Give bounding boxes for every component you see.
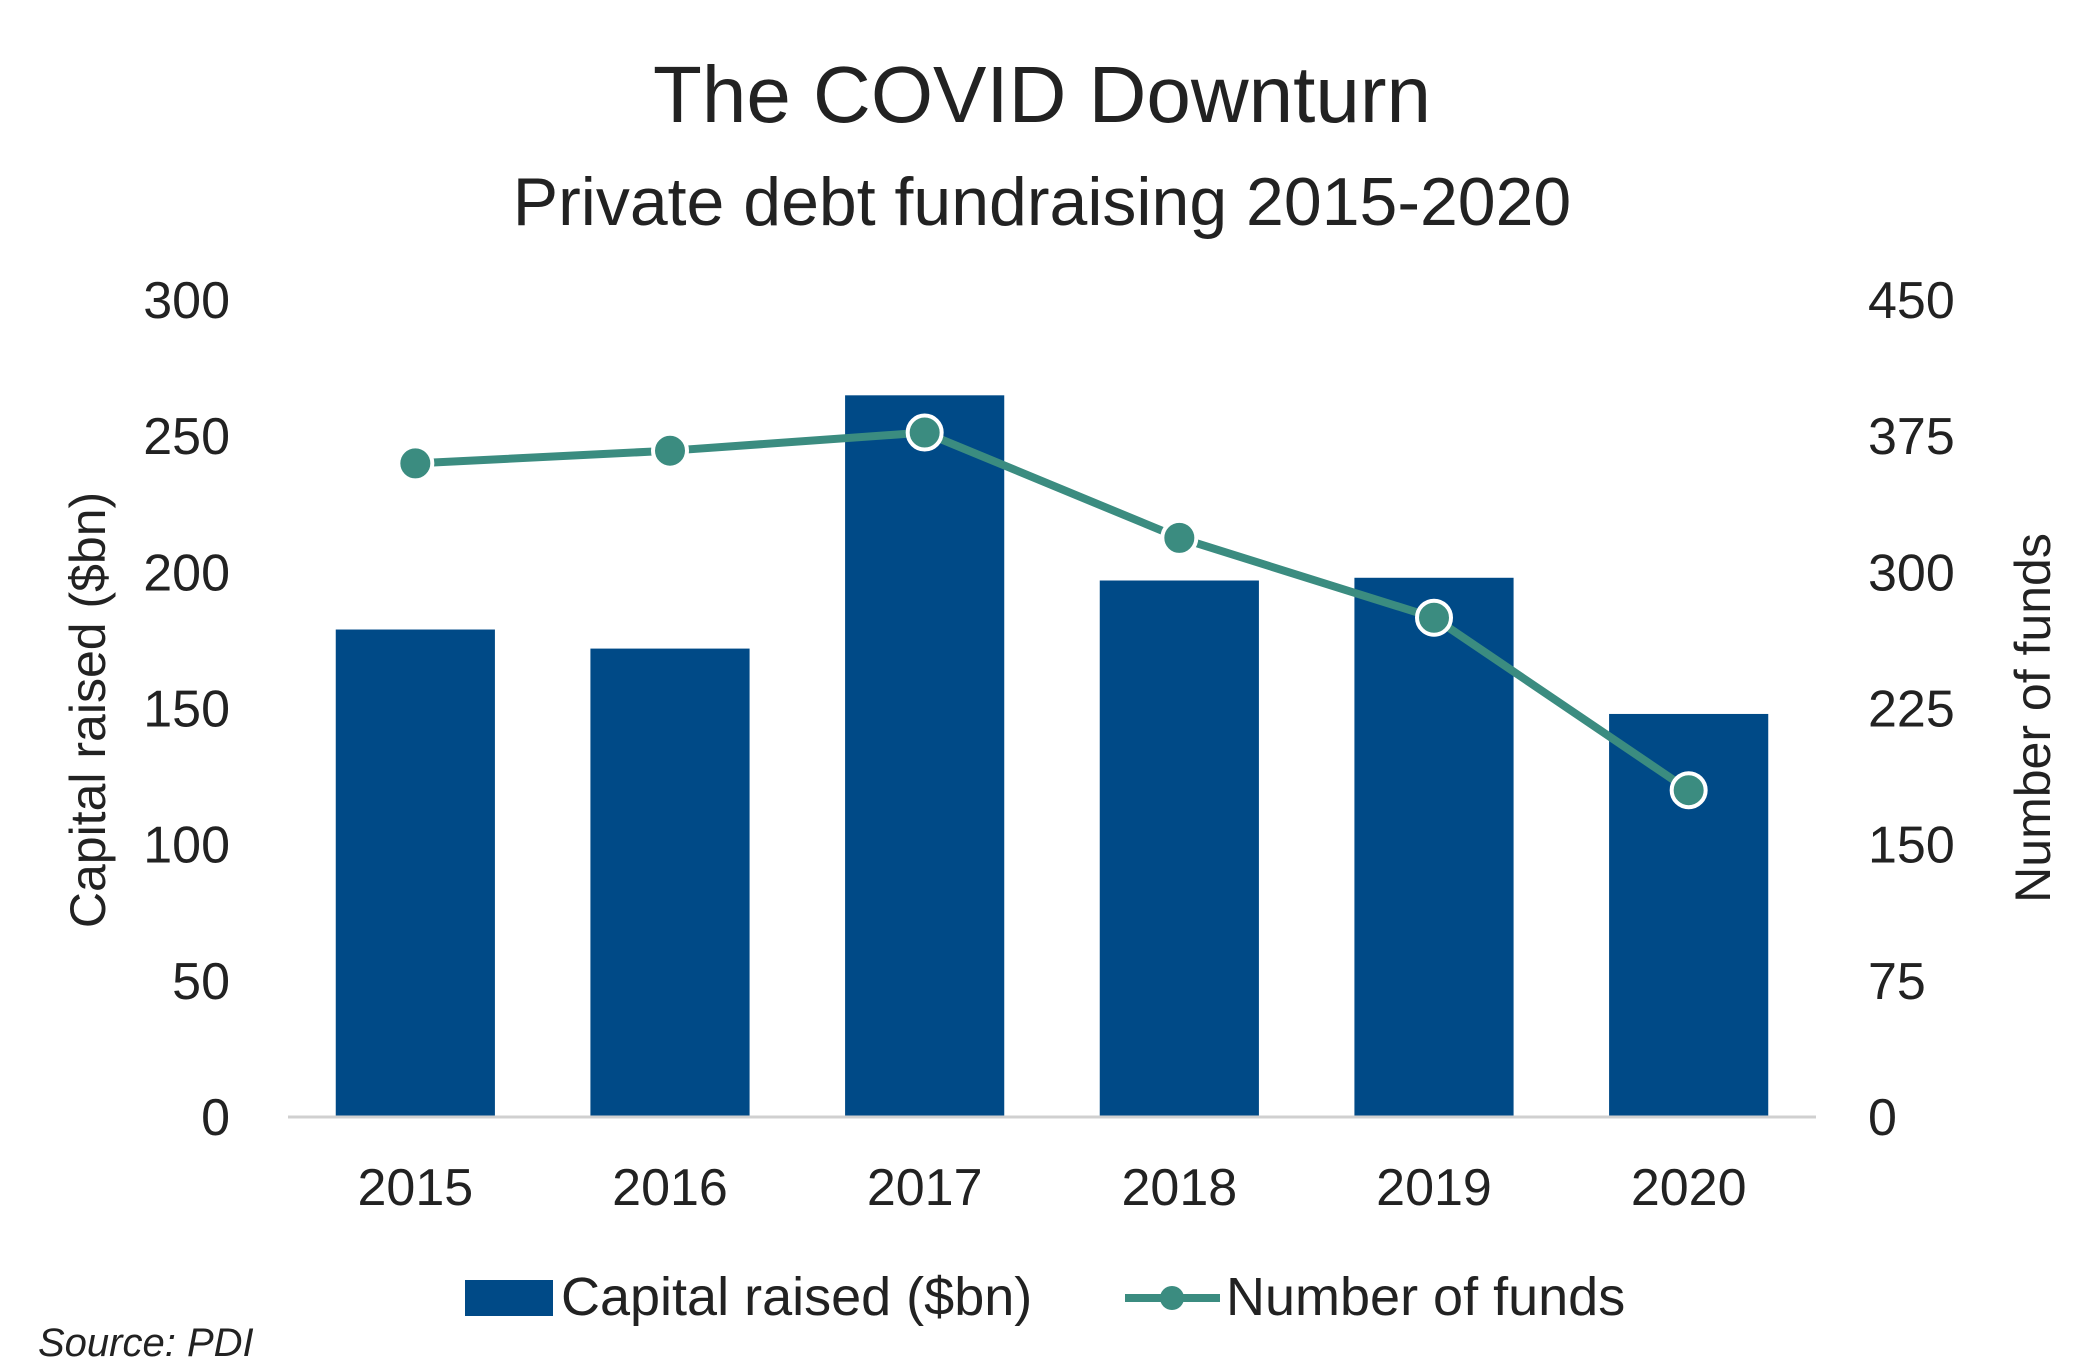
legend-line-label: Number of funds [1226,1267,1625,1327]
left-axis-title: Capital raised ($bn) [60,492,116,928]
funds-point-2020 [1669,771,1708,810]
bar-2016 [590,648,750,1117]
right-tick-label: 225 [1868,681,1955,739]
bar-2015 [335,629,495,1117]
x-tick-label: 2017 [867,1159,983,1217]
funds-line [415,428,1691,794]
right-tick-label: 450 [1868,272,1955,330]
left-tick-label: 100 [143,817,230,875]
funds-point-2016 [651,431,689,470]
funds-point-2019 [1415,598,1453,637]
x-axis-ticks: 2015 2016 2017 2018 2019 2020 [357,1159,1746,1217]
bar-2017 [845,395,1005,1118]
left-axis-ticks: 0 50 100 150 200 250 300 [143,272,230,1147]
legend-bar-swatch [465,1280,553,1316]
legend-bar-label: Capital raised ($bn) [561,1267,1032,1327]
bar-series [335,395,1769,1118]
line-series [396,413,1708,810]
funds-point-2017 [905,413,944,452]
x-tick-label: 2015 [357,1159,473,1217]
left-tick-label: 50 [172,953,230,1011]
source-note: Source: PDI [38,1321,254,1365]
left-tick-label: 150 [143,681,230,739]
chart-title: The COVID Downturn [653,50,1431,139]
x-tick-label: 2018 [1121,1159,1237,1217]
funds-point-2015 [396,444,435,483]
left-tick-label: 200 [143,544,230,602]
right-tick-label: 150 [1868,817,1955,875]
legend: Capital raised ($bn) Number of funds [465,1267,1625,1327]
right-tick-label: 300 [1868,544,1955,602]
x-tick-label: 2019 [1376,1159,1492,1217]
right-tick-label: 75 [1868,953,1926,1011]
left-tick-label: 0 [201,1089,230,1147]
chart-subtitle: Private debt fundraising 2015-2020 [513,164,1572,240]
right-tick-label: 0 [1868,1089,1897,1147]
bar-2019 [1354,577,1514,1117]
x-tick-label: 2016 [612,1159,728,1217]
left-tick-label: 300 [143,272,230,330]
funds-point-2018 [1160,518,1199,557]
left-tick-label: 250 [143,408,230,466]
right-tick-label: 375 [1868,408,1955,466]
right-axis-ticks: 0 75 150 225 300 375 450 [1868,272,1955,1147]
x-tick-label: 2020 [1631,1159,1747,1217]
right-axis-title: Number of funds [2005,533,2061,903]
bar-2018 [1099,580,1259,1117]
legend-line-marker [1160,1286,1184,1310]
